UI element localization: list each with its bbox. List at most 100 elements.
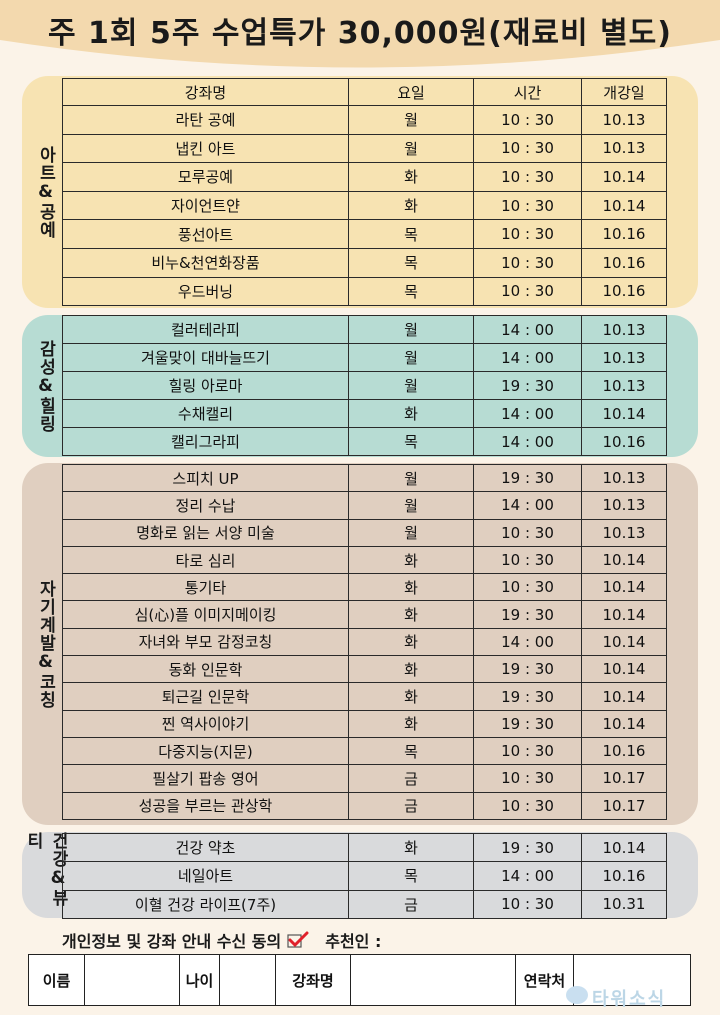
day-cell: 월	[348, 133, 474, 164]
day-cell: 목	[348, 219, 474, 249]
table-row: 이혈 건강 라이프(7주) 금 10 : 30 10.31	[62, 889, 667, 919]
day-cell: 금	[348, 791, 474, 820]
course-label: 강좌명	[275, 954, 351, 1006]
recommender-label: 추천인 :	[325, 932, 382, 951]
time-cell: 19 : 30	[473, 371, 582, 400]
day-cell: 목	[348, 247, 474, 278]
section-label-art: 아트&공예	[35, 145, 56, 239]
time-cell: 14 : 00	[473, 399, 582, 428]
name-field[interactable]	[84, 954, 180, 1006]
table-row: 타로 심리 화 10 : 30 10.14	[62, 545, 667, 575]
start-date-cell: 10.17	[581, 791, 667, 820]
time-cell: 10 : 30	[473, 573, 582, 602]
time-cell: 14 : 00	[473, 315, 582, 344]
column-header-course: 강좌명	[62, 78, 349, 106]
start-date-cell: 10.14	[581, 545, 667, 575]
day-cell: 월	[348, 463, 474, 493]
course-name-cell: 스피치 UP	[62, 463, 349, 493]
time-cell: 10 : 30	[473, 219, 582, 249]
start-date-cell: 10.13	[581, 491, 667, 520]
page-title: 주 1회 5주 수업특가 30,000원(재료비 별도)	[48, 16, 672, 51]
start-date-cell: 10.14	[581, 573, 667, 602]
start-date-cell: 10.17	[581, 764, 667, 793]
day-cell: 목	[348, 736, 474, 766]
time-cell: 19 : 30	[473, 463, 582, 493]
day-cell: 화	[348, 655, 474, 684]
day-cell: 월	[348, 105, 474, 135]
course-name-cell: 타로 심리	[62, 545, 349, 575]
watermark-globe-icon	[566, 986, 588, 1004]
course-name-cell: 냅킨 아트	[62, 133, 349, 164]
table-row: 냅킨 아트 월 10 : 30 10.13	[62, 133, 667, 164]
time-cell: 19 : 30	[473, 709, 582, 738]
course-name-cell: 이혈 건강 라이프(7주)	[62, 889, 349, 919]
course-table-art: 강좌명 요일 시간 개강일 라탄 공예 월 10 : 30 10.13 냅킨 아트 월 10…	[62, 78, 667, 307]
start-date-cell: 10.13	[581, 343, 667, 372]
start-date-cell: 10.16	[581, 219, 667, 249]
course-name-cell: 비누&천연화장품	[62, 247, 349, 278]
day-cell: 화	[348, 682, 474, 711]
day-cell: 목	[348, 861, 474, 891]
table-row: 겨울맞이 대바늘뜨기 월 14 : 00 10.13	[62, 343, 667, 372]
day-cell: 화	[348, 573, 474, 602]
course-name-cell: 성공을 부르는 관상학	[62, 791, 349, 820]
age-label: 나이	[179, 954, 220, 1006]
start-date-cell: 10.16	[581, 247, 667, 278]
start-date-cell: 10.13	[581, 315, 667, 344]
consent-text: 개인정보 및 강좌 안내 수신 동의	[62, 932, 282, 951]
time-cell: 10 : 30	[473, 889, 582, 919]
time-cell: 10 : 30	[473, 105, 582, 135]
time-cell: 14 : 00	[473, 343, 582, 372]
time-cell: 10 : 30	[473, 162, 582, 192]
start-date-cell: 10.14	[581, 627, 667, 657]
table-row: 성공을 부르는 관상학 금 10 : 30 10.17	[62, 791, 667, 820]
start-date-cell: 10.14	[581, 682, 667, 711]
table-row: 모루공예 화 10 : 30 10.14	[62, 162, 667, 192]
course-name-cell: 모루공예	[62, 162, 349, 192]
table-row: 자이언트얀 화 10 : 30 10.14	[62, 190, 667, 221]
course-name-cell: 통기타	[62, 573, 349, 602]
course-name-cell: 동화 인문학	[62, 655, 349, 684]
start-date-cell: 10.14	[581, 600, 667, 629]
watermark: 타워소식	[592, 989, 667, 1010]
time-cell: 10 : 30	[473, 190, 582, 221]
table-row: 풍선아트 목 10 : 30 10.16	[62, 219, 667, 249]
section-label-healing: 감성&힐링	[35, 339, 56, 433]
day-cell: 월	[348, 343, 474, 372]
course-name-cell: 풍선아트	[62, 219, 349, 249]
table-row: 컬러테라피 월 14 : 00 10.13	[62, 315, 667, 344]
day-cell: 월	[348, 315, 474, 344]
table-row: 정리 수납 월 14 : 00 10.13	[62, 491, 667, 520]
contact-field[interactable]	[573, 954, 691, 1006]
age-field[interactable]	[219, 954, 276, 1006]
column-header-day: 요일	[348, 78, 474, 106]
time-cell: 10 : 30	[473, 518, 582, 547]
section-label-self-dev: 자기계발&코칭	[35, 579, 56, 709]
course-field[interactable]	[350, 954, 516, 1006]
start-date-cell: 10.16	[581, 276, 667, 307]
course-table-healing: 컬러테라피 월 14 : 00 10.13 겨울맞이 대바늘뜨기 월 14 : 00 10.1…	[62, 315, 667, 456]
day-cell: 월	[348, 518, 474, 547]
table-row: 우드버닝 목 10 : 30 10.16	[62, 276, 667, 307]
time-cell: 10 : 30	[473, 791, 582, 820]
day-cell: 화	[348, 162, 474, 192]
day-cell: 화	[348, 709, 474, 738]
consent-checkbox[interactable]	[287, 931, 309, 949]
course-name-cell: 다중지능(지문)	[62, 736, 349, 766]
start-date-cell: 10.14	[581, 190, 667, 221]
table-row: 건강 약초 화 19 : 30 10.14	[62, 832, 667, 863]
course-name-cell: 필살기 팝송 영어	[62, 764, 349, 793]
time-cell: 10 : 30	[473, 736, 582, 766]
course-name-cell: 우드버닝	[62, 276, 349, 307]
table-row: 라탄 공예 월 10 : 30 10.13	[62, 105, 667, 135]
day-cell: 화	[348, 832, 474, 863]
start-date-cell: 10.16	[581, 861, 667, 891]
course-name-cell: 건강 약초	[62, 832, 349, 863]
title-band	[0, 0, 720, 72]
course-name-cell: 심(心)플 이미지메이킹	[62, 600, 349, 629]
time-cell: 19 : 30	[473, 655, 582, 684]
start-date-cell: 10.14	[581, 832, 667, 863]
time-cell: 14 : 00	[473, 861, 582, 891]
table-row: 스피치 UP 월 19 : 30 10.13	[62, 463, 667, 493]
time-cell: 10 : 30	[473, 133, 582, 164]
